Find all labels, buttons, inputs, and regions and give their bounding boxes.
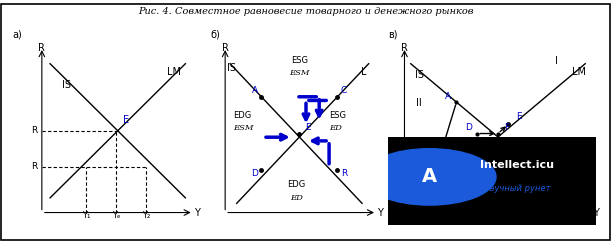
Text: IS: IS <box>414 70 423 80</box>
Text: A: A <box>252 86 258 95</box>
Text: в): в) <box>388 29 398 39</box>
Text: R: R <box>341 169 347 178</box>
Text: EDG: EDG <box>233 111 252 120</box>
Text: IV: IV <box>551 172 561 182</box>
Text: LM: LM <box>167 67 181 77</box>
Text: ED: ED <box>290 194 302 202</box>
Text: A: A <box>445 92 451 101</box>
Text: B: B <box>424 169 430 178</box>
Text: Y₁: Y₁ <box>82 211 90 220</box>
Text: ESM: ESM <box>289 69 310 77</box>
Circle shape <box>363 149 496 205</box>
Text: D: D <box>466 123 472 132</box>
Text: Y: Y <box>377 208 383 218</box>
Text: ESM: ESM <box>233 124 254 132</box>
Text: ESG: ESG <box>291 56 308 64</box>
Text: A: A <box>422 167 437 186</box>
Text: F: F <box>503 123 509 132</box>
Text: L: L <box>361 67 367 77</box>
Text: IS: IS <box>62 80 71 90</box>
Text: Y: Y <box>593 208 599 218</box>
Text: E: E <box>123 115 129 125</box>
Text: б): б) <box>211 29 221 39</box>
Text: C: C <box>341 86 347 95</box>
Text: Yₑ: Yₑ <box>112 211 120 220</box>
Text: R: R <box>32 126 38 135</box>
Text: R: R <box>38 44 45 53</box>
Text: Y₂: Y₂ <box>142 211 150 220</box>
Text: D: D <box>251 169 258 178</box>
Text: Intellect.icu: Intellect.icu <box>480 160 554 171</box>
Text: C: C <box>470 189 476 198</box>
Text: R: R <box>32 162 38 171</box>
Text: IS: IS <box>227 63 236 73</box>
Text: I: I <box>555 56 558 66</box>
Text: ESG: ESG <box>329 111 346 120</box>
Text: R: R <box>401 44 408 53</box>
Text: II: II <box>416 98 422 108</box>
Text: EDG: EDG <box>287 181 306 189</box>
Text: Научный рунет: Научный рунет <box>483 184 551 193</box>
Text: LM: LM <box>572 67 586 77</box>
Text: а): а) <box>12 29 22 39</box>
Text: E: E <box>305 123 310 132</box>
Text: R: R <box>222 44 229 53</box>
Text: E: E <box>516 112 522 121</box>
Text: Рис. 4. Совместное равновесие товарного и денежного рынков: Рис. 4. Совместное равновесие товарного … <box>138 7 473 16</box>
Text: Y: Y <box>194 208 200 218</box>
Text: ED: ED <box>329 124 342 132</box>
